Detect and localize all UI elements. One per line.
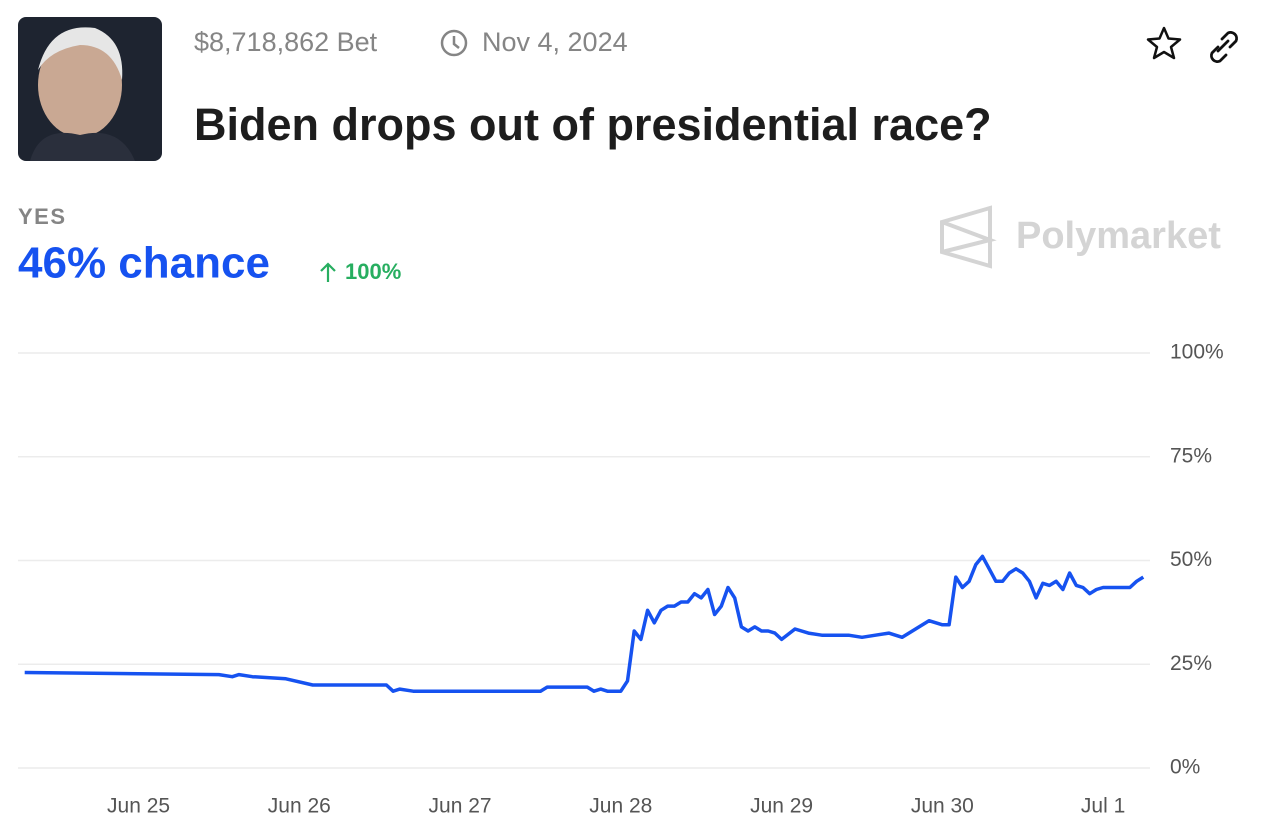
x-tick-label: Jun 26 bbox=[268, 795, 331, 818]
chance: 46% chance bbox=[18, 239, 270, 288]
change: 100% bbox=[345, 259, 401, 284]
y-tick-label: 25% bbox=[1170, 652, 1212, 675]
clock-icon bbox=[440, 29, 468, 57]
y-tick-label: 75% bbox=[1170, 444, 1212, 467]
x-tick-label: Jun 27 bbox=[429, 795, 492, 818]
brand-name: Polymarket bbox=[1016, 215, 1221, 257]
avatar bbox=[18, 17, 162, 161]
x-tick-label: Jun 25 bbox=[107, 795, 170, 818]
x-tick-label: Jul 1 bbox=[1081, 795, 1125, 818]
x-tick-label: Jun 28 bbox=[589, 795, 652, 818]
y-tick-label: 100% bbox=[1170, 341, 1224, 364]
x-tick-label: Jun 29 bbox=[750, 795, 813, 818]
brand-logo bbox=[940, 205, 997, 269]
end-date: Nov 4, 2024 bbox=[482, 27, 628, 57]
market-title: Biden drops out of presidential race? bbox=[194, 99, 992, 150]
volume: $8,718,862 Bet bbox=[194, 27, 378, 57]
outcome-label: YES bbox=[18, 204, 67, 229]
y-tick-label: 0% bbox=[1170, 756, 1200, 779]
link-button[interactable] bbox=[1210, 31, 1238, 63]
price-line bbox=[24, 554, 1145, 693]
up-arrow bbox=[320, 262, 336, 282]
star-button[interactable] bbox=[1146, 26, 1182, 60]
x-tick-label: Jun 30 bbox=[911, 795, 974, 818]
y-tick-label: 50% bbox=[1170, 548, 1212, 571]
